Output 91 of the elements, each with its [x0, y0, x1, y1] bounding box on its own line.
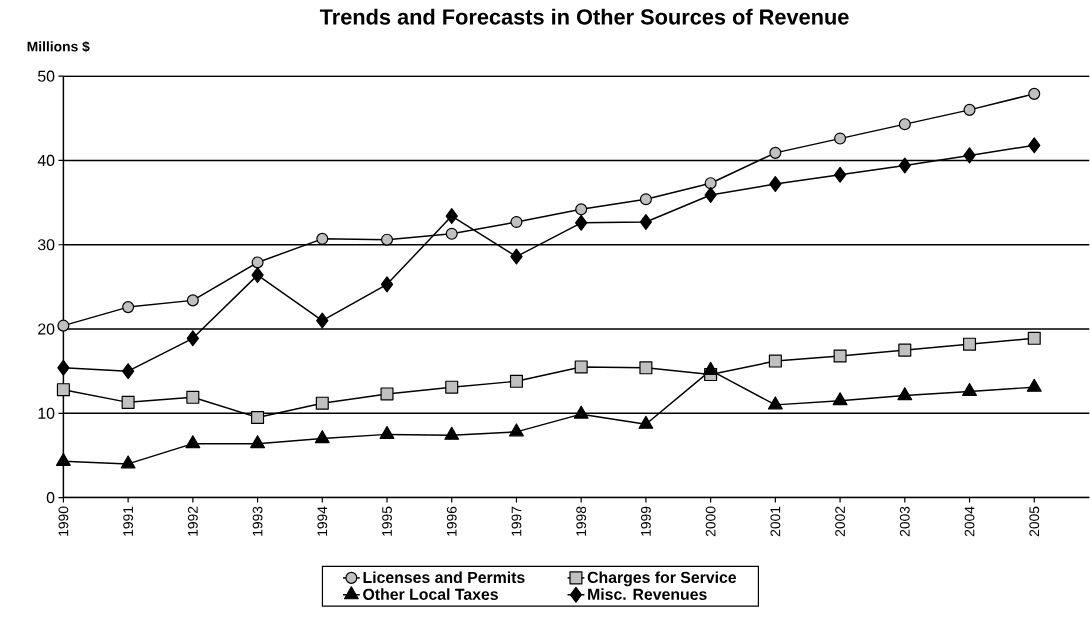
point: [57, 319, 70, 332]
point: [445, 380, 459, 394]
point: [186, 390, 200, 404]
point: [380, 233, 394, 246]
x-tick-label: 1993: [252, 506, 263, 536]
point: [315, 396, 329, 410]
point: [445, 207, 458, 225]
point: [897, 387, 913, 401]
point: [573, 405, 589, 419]
point: [768, 354, 782, 368]
point: [834, 132, 847, 145]
legend-label: Charges for Service: [587, 571, 737, 587]
point: [509, 423, 524, 437]
point: [769, 146, 782, 159]
point: [510, 248, 523, 265]
point: [638, 415, 654, 429]
point: [380, 276, 394, 293]
point: [1028, 137, 1041, 154]
point: [1028, 87, 1041, 100]
point: [963, 103, 976, 116]
point: [186, 294, 199, 307]
point: [639, 213, 653, 230]
point: [251, 266, 264, 284]
point: [57, 359, 70, 376]
x-tick-label: 2004: [964, 506, 975, 537]
point: [833, 349, 847, 363]
y-tick-label: 0: [46, 491, 55, 504]
point: [251, 410, 265, 424]
x-tick-label: 2002: [835, 506, 845, 537]
point: [121, 363, 135, 380]
x-tick-label: 1997: [511, 506, 522, 536]
point: [55, 452, 71, 466]
point: [962, 337, 977, 351]
y-axis-title: Millions $: [27, 40, 90, 53]
point: [56, 383, 70, 397]
x-tick-label: 1996: [446, 506, 457, 536]
y-tick-label: 20: [38, 323, 55, 335]
x-tick-label: 1990: [58, 506, 69, 536]
point: [639, 193, 652, 206]
point: [509, 374, 523, 388]
x-tick-label: 2000: [705, 506, 716, 537]
point: [121, 395, 135, 409]
point: [575, 203, 588, 216]
legend-label: Misc. Revenues: [588, 588, 707, 600]
point: [833, 166, 847, 183]
point: [704, 186, 717, 203]
x-tick-label: 2005: [1029, 506, 1040, 537]
x-tick-label: 1992: [187, 506, 198, 536]
point: [574, 360, 588, 374]
point: [122, 300, 135, 314]
point: [185, 435, 201, 449]
point: [769, 175, 782, 192]
point: [704, 177, 717, 190]
x-tick-label: 1998: [576, 506, 587, 536]
point: [444, 426, 460, 440]
point: [575, 214, 588, 231]
point: [767, 396, 783, 410]
x-tick-label: 1999: [641, 506, 651, 536]
point: [316, 232, 329, 245]
point: [898, 157, 911, 174]
y-tick-label: 50: [37, 70, 55, 82]
point: [963, 147, 976, 164]
point: [379, 425, 395, 439]
point: [1027, 331, 1041, 345]
point: [510, 215, 523, 228]
legend-label: Other Local Taxes: [363, 588, 498, 600]
legend-label: Licenses and Permits: [363, 571, 525, 583]
point: [250, 435, 266, 449]
y-tick-label: 30: [37, 239, 55, 251]
x-tick-label: 1995: [382, 506, 392, 536]
point: [120, 455, 136, 469]
y-tick-label: 40: [37, 154, 55, 166]
x-tick-label: 1994: [317, 506, 328, 536]
point: [316, 312, 329, 329]
point: [832, 392, 848, 406]
point: [186, 330, 200, 347]
point: [380, 387, 394, 401]
point: [703, 361, 719, 375]
point: [251, 256, 264, 269]
x-tick-label: 2001: [770, 506, 781, 537]
chart-title: Trends and Forecasts in Other Sources of Revenue: [319, 8, 849, 25]
x-tick-label: 1991: [123, 506, 134, 536]
point: [898, 118, 911, 131]
point: [445, 227, 458, 240]
point: [639, 361, 653, 375]
point: [314, 430, 330, 444]
point: [898, 343, 912, 357]
point: [1026, 378, 1042, 392]
x-tick-label: 2003: [899, 506, 910, 537]
point: [962, 382, 977, 396]
y-tick-label: 10: [38, 407, 55, 419]
